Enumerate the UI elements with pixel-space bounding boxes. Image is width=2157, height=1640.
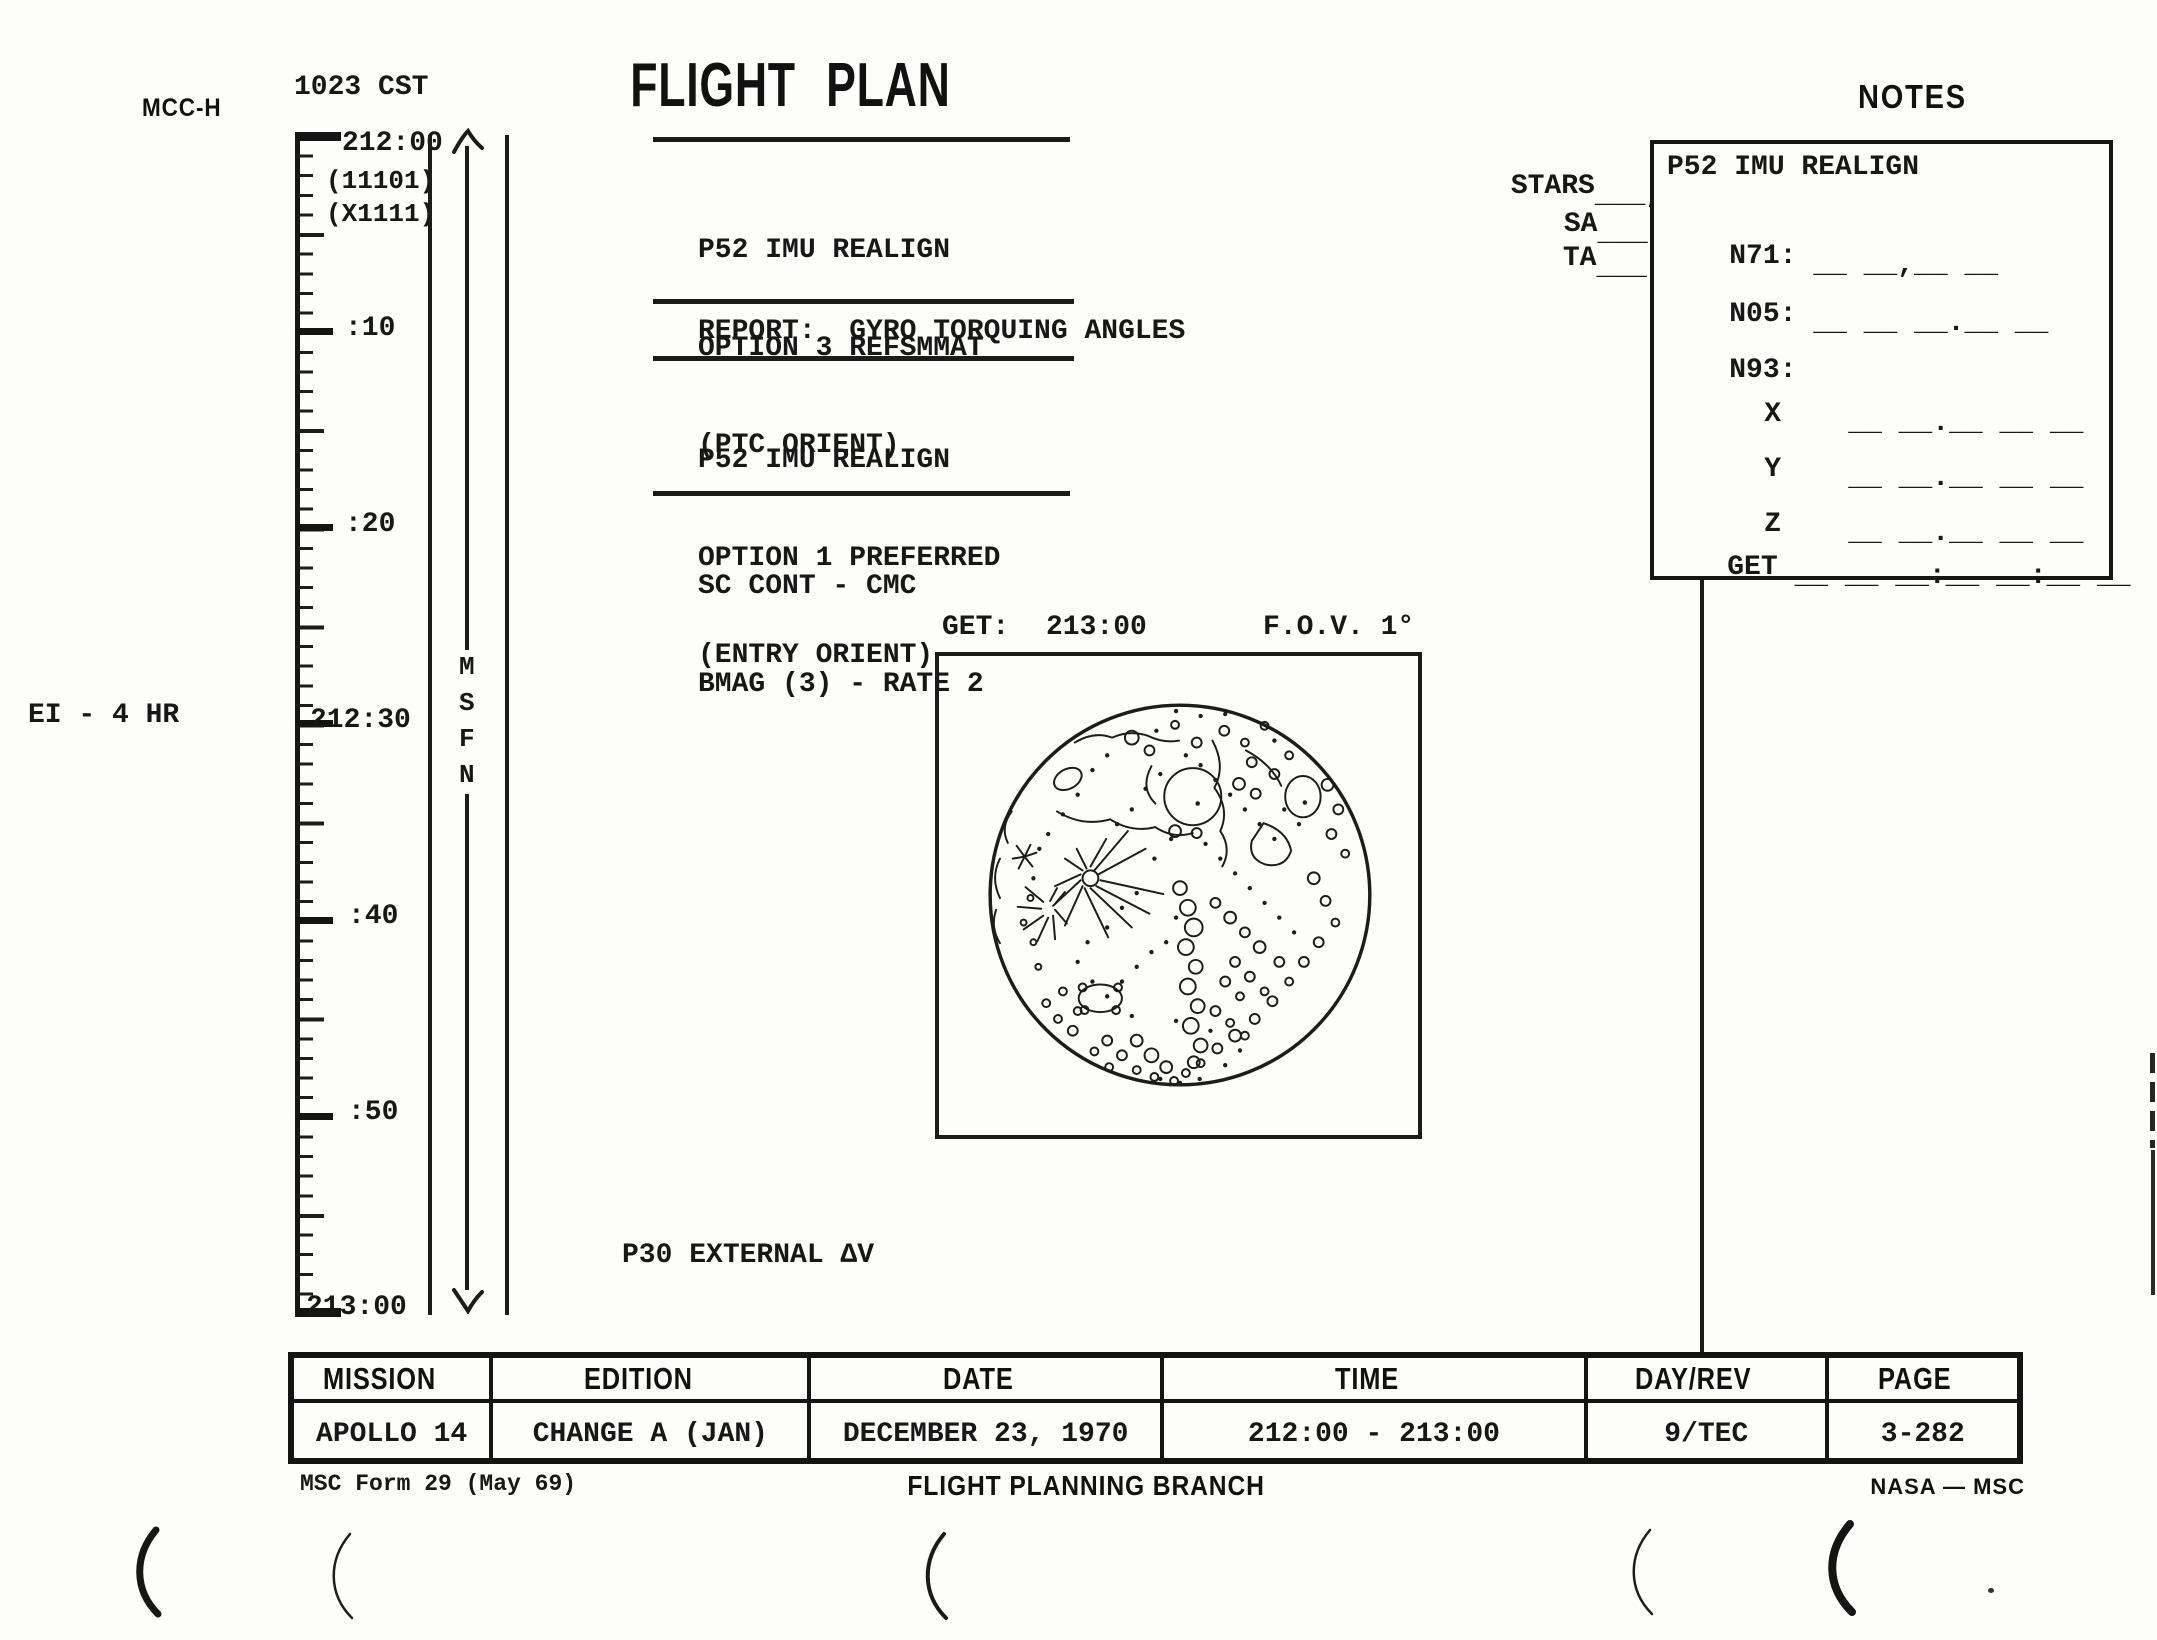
value-cell-page: 3-282 [1880, 1419, 1965, 1451]
notes-row-y: Y __ __.__ __ __ [1764, 453, 2084, 494]
header-cell-edition: EDITION [493, 1358, 812, 1399]
notes-box [1650, 140, 2113, 580]
msfn-letter: N [459, 760, 475, 790]
column-divider-left [428, 135, 432, 1315]
scan-edge-artifact [2151, 1150, 2155, 1295]
notes-header: NOTES [1858, 78, 1967, 115]
notes-row-n71: N71: __ __,__ __ [1729, 240, 1999, 281]
time-label-20: :20 [345, 509, 396, 540]
activity-rule [653, 491, 1070, 496]
header-cell-dayrev: DAY/REV [1588, 1358, 1829, 1399]
activity-rule [653, 137, 1070, 142]
page-title: FLIGHT PLAN [629, 51, 951, 120]
value-cell-time: 212:00 - 213:00 [1164, 1403, 1588, 1458]
header-cell-page: PAGE [1877, 1360, 1952, 1396]
msfn-letter: M [459, 652, 475, 682]
scan-mark-paren [925, 1532, 948, 1620]
msfn-letter: F [459, 724, 475, 754]
time-label-212-30: 212:30 [310, 705, 411, 736]
ruler-major-tick [295, 917, 333, 924]
notes-row-z: Z __ __.__ __ __ [1764, 508, 2084, 549]
ruler-major-tick [295, 524, 333, 531]
agency-label: NASA — MSC [1870, 1474, 2025, 1499]
moon-get-label: GET: [942, 612, 1010, 643]
msfn-letter: S [459, 688, 475, 718]
station-label: MCC-H [142, 94, 222, 122]
scan-mark-paren [136, 1526, 162, 1618]
ruler-major-tick [295, 328, 333, 335]
moon-illustration [988, 703, 1372, 1087]
arrow-down-icon [452, 1288, 484, 1314]
notes-row-get: GET __ __ __:__ __:__ __ [1727, 551, 2131, 592]
msfn-shaft-top [465, 146, 469, 650]
arrow-up-icon [452, 128, 484, 154]
footer-table: MISSION EDITION DATE TIME DAY/REV PAGE A… [288, 1352, 2023, 1464]
ruler-major-tick [295, 132, 341, 141]
column-divider-right [505, 135, 509, 1315]
msfn-shaft-bottom [465, 794, 469, 1290]
ruler-major-tick [295, 720, 333, 727]
header-cell-mission: MISSION [294, 1358, 494, 1399]
time-label-50: :50 [348, 1097, 399, 1128]
time-label-10: :10 [345, 313, 396, 344]
value-cell-mission: APOLLO 14 [294, 1403, 494, 1458]
footer-table-value-row: APOLLO 14 CHANGE A (JAN) DECEMBER 23, 19… [294, 1403, 2017, 1458]
notes-column-divider [1700, 572, 1704, 1352]
moon-get-value: 213:00 [1046, 612, 1147, 643]
footer-table-header-row: MISSION EDITION DATE TIME DAY/REV PAGE [294, 1358, 2017, 1403]
notes-row-n05: N05: __ __ __.__ __ [1729, 298, 2049, 339]
header-cell-date: DATE [811, 1358, 1164, 1399]
notes-title: P52 IMU REALIGN [1667, 152, 1920, 183]
scan-mark-paren [332, 1532, 354, 1620]
ruler-major-tick [295, 1308, 341, 1317]
scan-mark-paren [1828, 1520, 1856, 1616]
scan-mark-paren [1632, 1528, 1654, 1616]
time-label-212-00: 212:00 [342, 128, 443, 159]
cst-clock: 1023 CST [294, 72, 429, 103]
ei-annotation: EI - 4 HR [28, 700, 180, 731]
time-label-40: :40 [348, 901, 399, 932]
branch-label: FLIGHT PLANNING BRANCH [907, 1470, 1265, 1501]
report-line: REPORT: GYRO TORQUING ANGLES [698, 316, 1186, 347]
activity-rule [653, 356, 1074, 361]
form-id: MSC Form 29 (May 69) [300, 1471, 577, 1497]
scan-mark-dot [1988, 1588, 1994, 1593]
scan-edge-artifact [2150, 1053, 2155, 1148]
header-cell-time: TIME [1164, 1358, 1588, 1399]
notes-row-x: X __ __.__ __ __ [1764, 398, 2084, 439]
attitude-code-line2: (X1111) [326, 199, 436, 229]
activity-block-p52-entry: P52 IMU REALIGN OPTION 1 PREFERRED (ENTR… [698, 445, 1001, 671]
value-cell-date: DECEMBER 23, 1970 [811, 1403, 1164, 1458]
ruler-major-tick [295, 1113, 333, 1120]
p30-external-dv: P30 EXTERNAL ΔV [622, 1240, 875, 1271]
time-label-213-00: 213:00 [306, 1292, 407, 1323]
value-cell-edition: CHANGE A (JAN) [493, 1403, 812, 1458]
moon-viewport-box [935, 652, 1422, 1139]
attitude-code-line1: (11101) [326, 166, 436, 196]
activity-rule [653, 299, 1074, 304]
value-cell-dayrev: 9/TEC [1588, 1403, 1829, 1458]
moon-fov-label: F.O.V. 1° [1263, 612, 1415, 643]
notes-row-n93: N93: [1729, 354, 1797, 386]
